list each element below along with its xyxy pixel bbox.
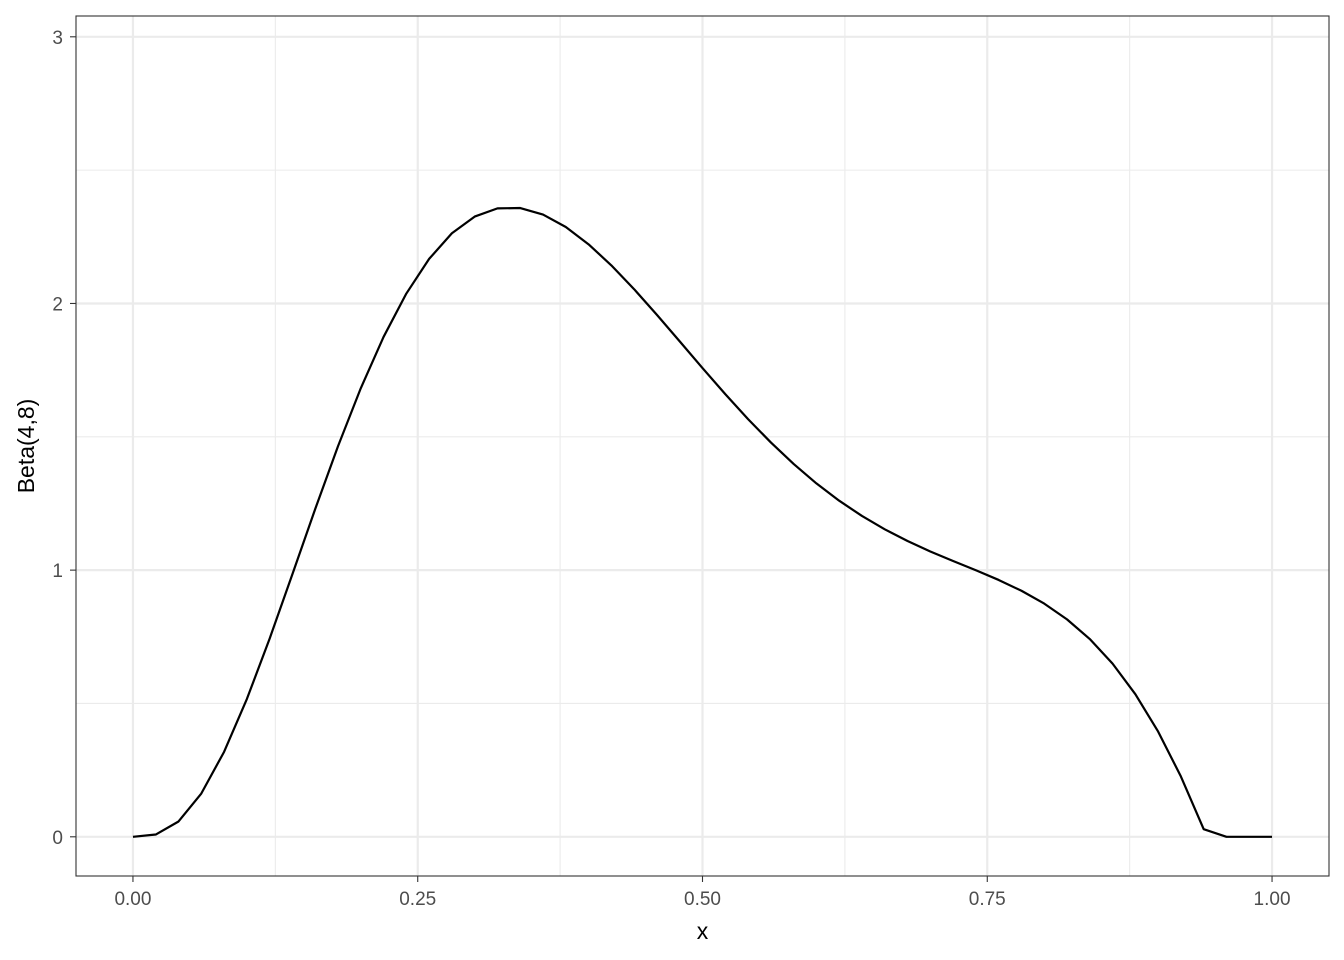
x-tick-label: 0.50 xyxy=(684,889,721,910)
x-axis: 0.00 0.25 0.50 0.75 1.00 xyxy=(114,876,1291,910)
x-tick-label: 0.25 xyxy=(399,889,436,910)
y-axis: 0 1 2 3 xyxy=(52,28,76,849)
series-layer xyxy=(132,206,1273,838)
y-tick-label: 0 xyxy=(52,828,63,849)
x-tick-label: 0.75 xyxy=(969,889,1006,910)
major-gridlines xyxy=(76,16,1329,876)
y-tick-label: 2 xyxy=(52,294,63,315)
y-tick-label: 3 xyxy=(52,28,63,49)
x-axis-title: x xyxy=(697,918,709,944)
y-tick-label: 1 xyxy=(52,561,63,582)
x-tick-label: 0.00 xyxy=(114,889,151,910)
x-tick-label: 1.00 xyxy=(1254,889,1291,910)
density-curve xyxy=(132,206,1273,838)
y-axis-title: Beta(4,8) xyxy=(13,399,39,494)
